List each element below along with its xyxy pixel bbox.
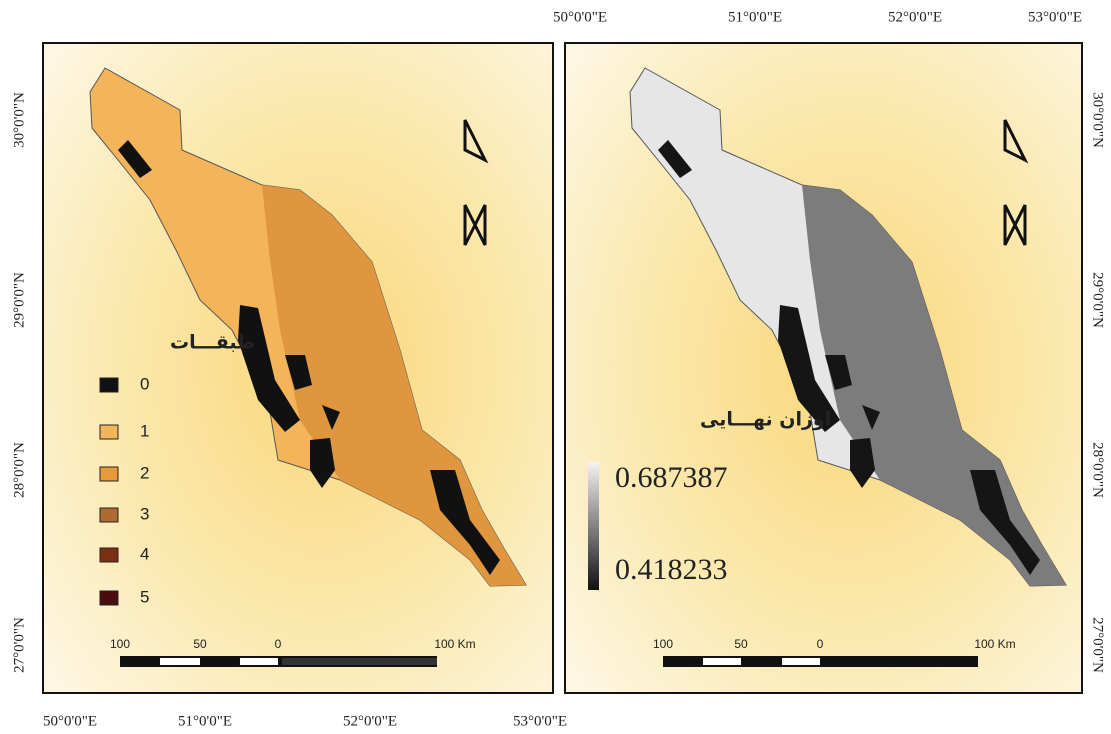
scale-label: 0 [275,637,282,651]
scale-bar [782,658,820,665]
scale-bar [120,656,437,667]
x-coordinate-label: 51°0'0"E [728,9,782,25]
x-coordinate-label: 53°0'0"E [1028,9,1082,25]
legend-swatch [99,507,119,523]
legend-label: 1 [140,421,149,440]
y-coordinate-label: 30°0'0"N [1090,92,1106,148]
scale-bar [282,658,437,665]
scale-label: 100 Km [974,637,1015,651]
y-coordinate-label: 28°0'0"N [11,442,27,498]
legend-swatch [99,466,119,482]
x-coordinate-label: 50°0'0"E [43,713,97,729]
north-arrow [463,119,489,246]
scale-label: 50 [193,637,207,651]
scale-label: 100 [110,637,130,651]
scale-label: 0 [817,637,824,651]
x-coordinate-label: 52°0'0"E [343,713,397,729]
scale-bar [703,658,741,665]
y-coordinate-label: 28°0'0"N [1090,442,1106,498]
left-map: طبقـــات 0 1 2 3 4 5 [42,42,554,694]
legend-swatch [99,424,119,440]
legend-min: 0.418233 [615,553,728,586]
legend-label: 4 [140,544,149,563]
y-coordinate-label: 27°0'0"N [1090,617,1106,673]
scale-label: 100 Km [434,637,475,651]
scale-bar [160,658,200,665]
scale-label: 50 [734,637,748,651]
legend-swatch [99,590,119,606]
scale-bar [663,656,978,667]
legend-label: 3 [140,504,149,523]
legend: 0 1 2 3 4 5 [99,374,149,606]
legend-swatch [99,377,119,393]
north-arrow [1003,119,1029,246]
y-coordinate-label: 30°0'0"N [11,92,27,148]
x-coordinate-label: 52°0'0"E [888,9,942,25]
x-coordinate-label: 53°0'0"E [513,713,567,729]
right-map: اوزان نهـــایی 0.687387 0.418233 [564,42,1083,694]
y-coordinate-label: 29°0'0"N [11,272,27,328]
scale-bar [240,658,278,665]
legend-label: 2 [140,463,149,482]
y-coordinate-label: 29°0'0"N [1090,272,1106,328]
scale-label: 100 [653,637,673,651]
legend-label: 5 [140,587,149,606]
legend-ramp [588,462,599,590]
legend-max: 0.687387 [615,461,728,494]
legend-title: طبقـــات [170,332,255,354]
x-coordinate-label: 51°0'0"E [178,713,232,729]
y-coordinate-label: 27°0'0"N [11,617,27,673]
x-coordinate-label: 50°0'0"E [553,9,607,25]
legend-title: اوزان نهـــایی [700,409,831,431]
legend-swatch [99,547,119,563]
legend-label: 0 [140,374,149,393]
